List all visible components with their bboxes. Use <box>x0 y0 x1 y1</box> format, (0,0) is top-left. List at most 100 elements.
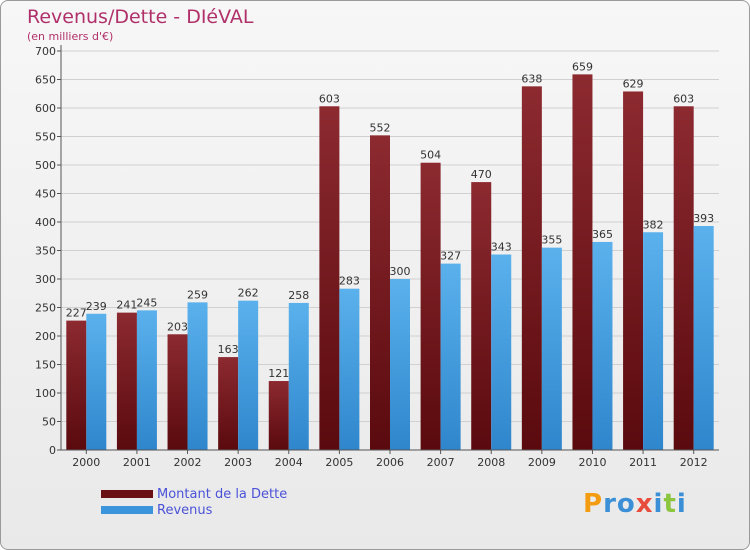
data-label-debt: 227 <box>66 307 87 320</box>
data-label-revenue: 393 <box>693 212 714 225</box>
x-axis-ticks: 2000 2001 2002 2003 2004 2005 2006 2007 2008 2009… <box>72 450 708 469</box>
data-label-revenue: 262 <box>238 287 259 300</box>
data-label-debt: 203 <box>167 320 188 333</box>
data-label-revenue: 327 <box>440 250 461 263</box>
logo-letter: t <box>663 489 677 519</box>
logo-letter: o <box>616 489 636 519</box>
x-tick-label: 2000 <box>72 456 100 469</box>
bar-debt <box>319 106 340 450</box>
y-tick-label: 100 <box>35 387 56 400</box>
bar-revenue <box>643 232 664 450</box>
y-tick-label: 600 <box>35 102 56 115</box>
proxiti-logo: Proxiti <box>583 489 687 519</box>
data-label-debt: 603 <box>673 92 694 105</box>
bar-revenue <box>390 279 410 450</box>
y-tick-label: 300 <box>35 273 56 286</box>
data-label-debt: 629 <box>623 77 644 90</box>
data-label-revenue: 365 <box>592 228 613 241</box>
bar-debt <box>420 162 441 450</box>
x-tick-label: 2012 <box>680 456 708 469</box>
bar-debt <box>66 320 87 450</box>
y-tick-label: 250 <box>35 302 56 315</box>
data-label-debt: 504 <box>420 149 441 162</box>
legend-swatch-revenue <box>101 506 153 514</box>
x-tick-label: 2005 <box>325 456 353 469</box>
data-label-revenue: 259 <box>187 288 208 301</box>
bar-revenue <box>339 288 360 450</box>
x-tick-label: 2002 <box>174 456 202 469</box>
logo-letter: i <box>676 489 687 519</box>
y-tick-label: 50 <box>42 416 56 429</box>
y-tick-label: 0 <box>49 444 56 457</box>
data-label-debt: 121 <box>268 367 289 380</box>
y-tick-label: 350 <box>35 245 56 258</box>
bar-debt <box>116 312 137 450</box>
y-tick-label: 450 <box>35 188 56 201</box>
legend-label-debt: Montant de la Dette <box>157 487 288 502</box>
x-tick-label: 2007 <box>427 456 455 469</box>
bar-revenue <box>238 300 259 450</box>
y-tick-label: 650 <box>35 74 56 87</box>
y-tick-label: 150 <box>35 359 56 372</box>
bar-debt <box>471 182 492 450</box>
bar-debt <box>167 334 188 450</box>
y-tick-label: 500 <box>35 159 56 172</box>
bar-debt <box>268 381 289 450</box>
data-label-revenue: 382 <box>643 218 664 231</box>
logo-letter: x <box>635 489 654 519</box>
chart-title: Revenus/Dette - DIéVAL <box>27 6 254 28</box>
logo-letter: r <box>603 489 617 519</box>
bar-revenue <box>86 313 107 450</box>
bar-debt <box>673 106 694 450</box>
data-label-debt: 163 <box>218 343 239 356</box>
bar-revenue <box>491 254 512 450</box>
bar-debt <box>218 357 239 450</box>
data-label-revenue: 355 <box>541 234 562 247</box>
bar-debt <box>370 135 390 451</box>
x-tick-label: 2006 <box>376 456 404 469</box>
bar-revenue <box>541 247 562 450</box>
data-label-revenue: 343 <box>491 240 512 253</box>
x-tick-label: 2004 <box>275 456 303 469</box>
data-label-revenue: 239 <box>86 300 107 313</box>
data-label-debt: 241 <box>116 299 137 312</box>
logo-letter: P <box>583 489 604 519</box>
y-tick-label: 400 <box>35 216 56 229</box>
bar-revenue <box>440 263 461 450</box>
x-tick-label: 2008 <box>477 456 505 469</box>
bars <box>66 74 714 451</box>
bar-debt <box>572 74 593 451</box>
y-tick-label: 700 <box>35 45 56 58</box>
x-tick-label: 2009 <box>528 456 556 469</box>
x-tick-label: 2010 <box>578 456 606 469</box>
bar-debt <box>623 91 644 450</box>
data-label-revenue: 283 <box>339 275 360 288</box>
axes <box>60 45 719 451</box>
bar-debt <box>521 86 542 450</box>
bar-revenue <box>592 241 613 450</box>
y-tick-label: 200 <box>35 330 56 343</box>
x-tick-label: 2001 <box>123 456 151 469</box>
data-label-debt: 638 <box>521 72 542 85</box>
chart-subtitle: (en milliers d'€) <box>27 30 114 43</box>
y-axis-ticks: 0 50 100 150 200 250 300 350 400 450 500 550 600 650 7… <box>35 45 61 457</box>
x-tick-label: 2003 <box>224 456 252 469</box>
x-tick-label: 2011 <box>629 456 657 469</box>
bar-revenue <box>187 302 208 450</box>
bar-revenue <box>136 310 157 450</box>
logo-letter: i <box>653 489 664 519</box>
data-label-revenue: 258 <box>288 289 309 302</box>
data-label-revenue: 300 <box>390 265 411 278</box>
bar-revenue <box>693 225 714 450</box>
data-label-revenue: 245 <box>136 296 157 309</box>
data-label-debt: 470 <box>471 168 492 181</box>
legend-label-revenue: Revenus <box>157 503 213 518</box>
data-label-debt: 659 <box>572 60 593 73</box>
data-label-debt: 552 <box>370 121 391 134</box>
data-label-debt: 603 <box>319 92 340 105</box>
bar-revenue <box>288 302 309 450</box>
legend-swatch-debt <box>101 490 153 498</box>
